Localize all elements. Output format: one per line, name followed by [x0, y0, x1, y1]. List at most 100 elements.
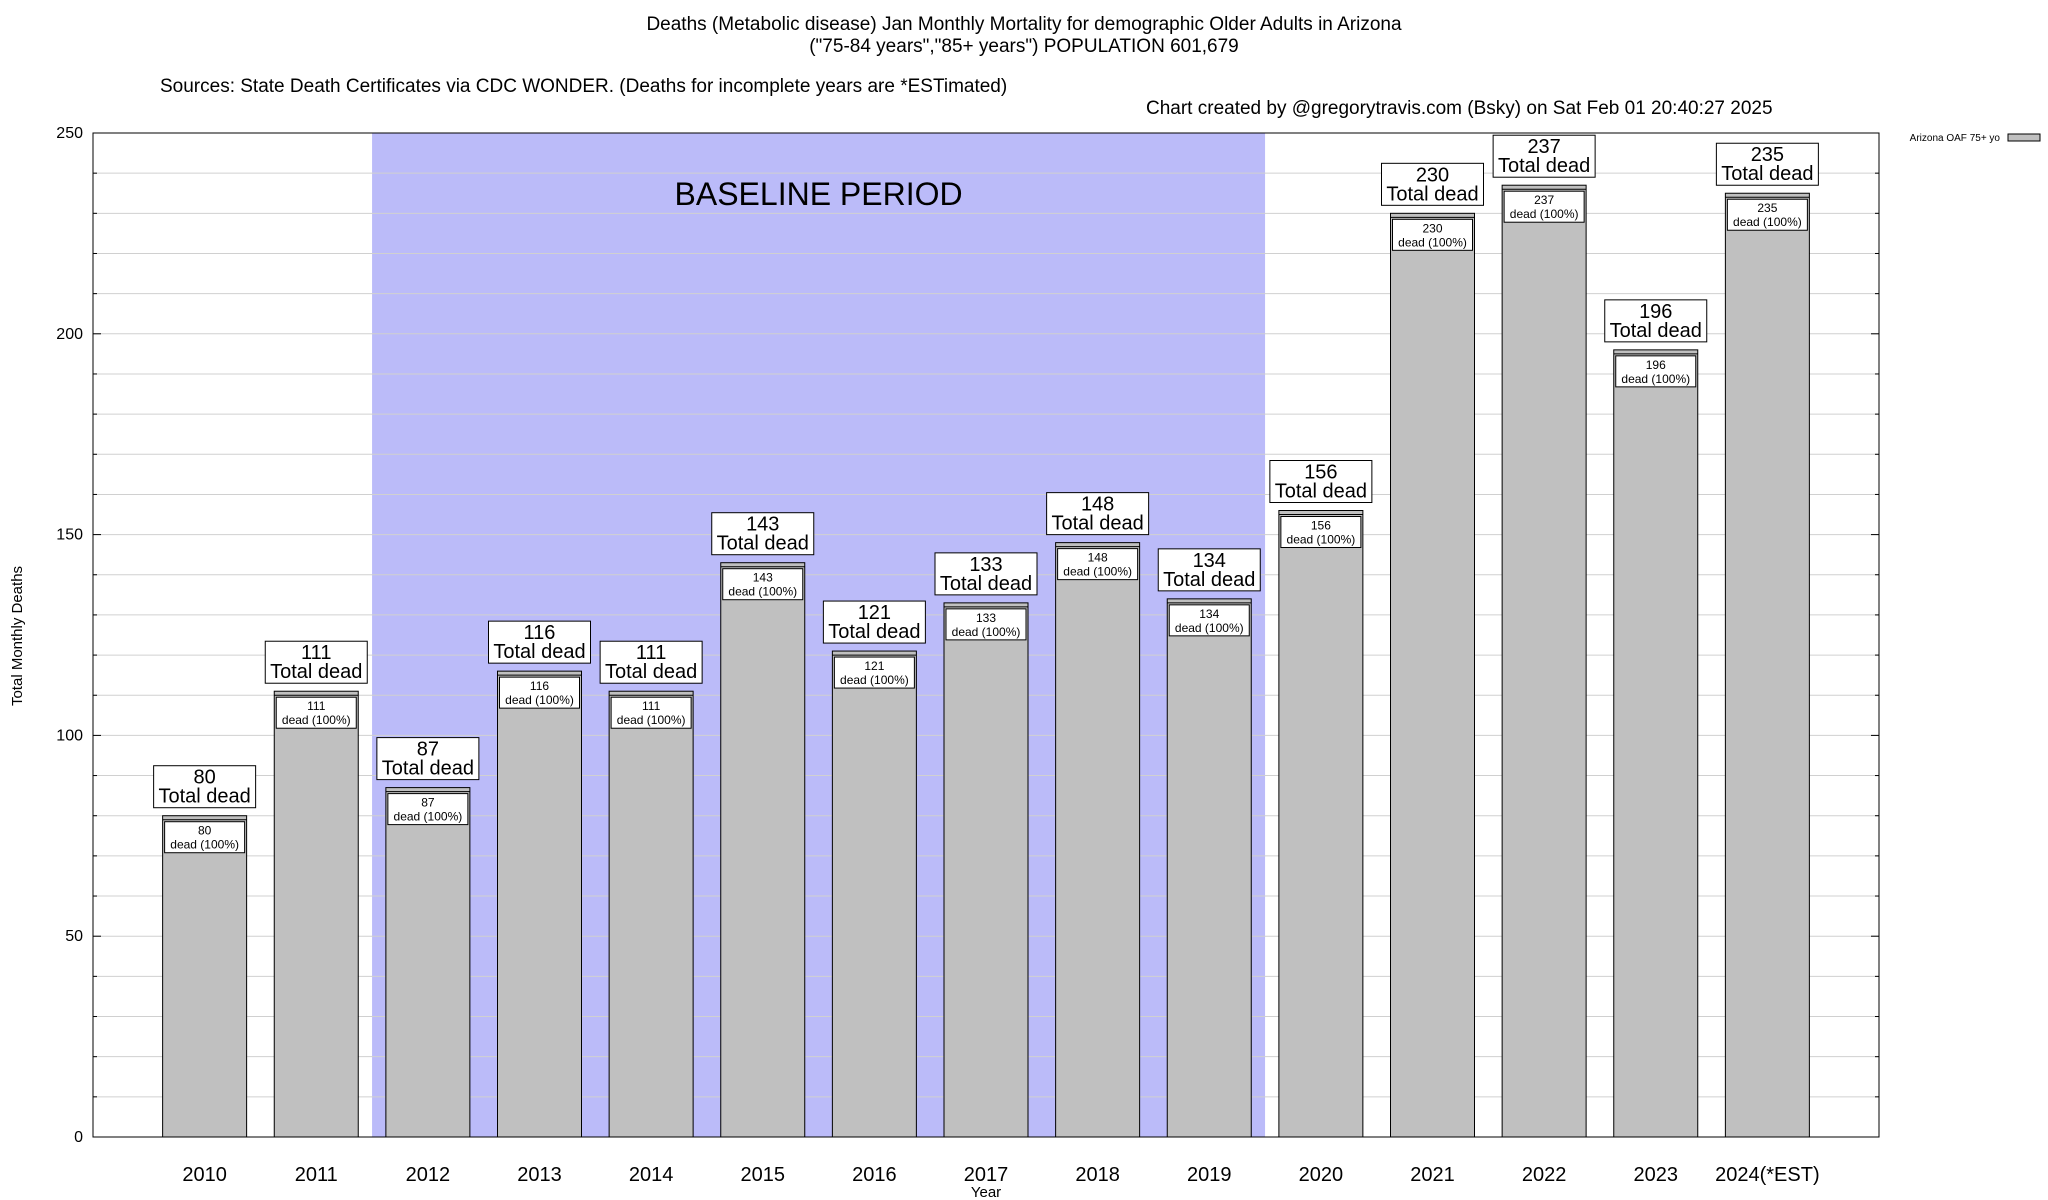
outer-label-box — [711, 512, 815, 556]
legend: Arizona OAF 75+ yo — [1910, 133, 2041, 144]
inner-label-text: dead (100%) — [1398, 235, 1467, 249]
inner-label-value: 237 — [1534, 193, 1554, 207]
inner-label-text: dead (100%) — [1063, 565, 1132, 579]
bar — [1501, 184, 1587, 1138]
x-tick-label: 2016 — [852, 1164, 897, 1186]
x-axis-label: Year — [971, 1184, 1001, 1200]
inner-label-box — [833, 656, 915, 689]
inner-label-text: dead (100%) — [728, 585, 797, 599]
inner-label-text: dead (100%) — [282, 713, 351, 727]
outer-label-box — [376, 737, 480, 781]
bar — [1278, 510, 1364, 1138]
bar — [831, 650, 917, 1138]
inner-label-box — [387, 793, 469, 826]
outer-label-value: 111 — [636, 642, 666, 664]
inner-label-text: dead (100%) — [1287, 533, 1356, 547]
inner-label-value: 116 — [530, 679, 549, 693]
y-tick-label: 100 — [56, 727, 83, 744]
bar — [162, 815, 248, 1138]
outer-label-box — [1604, 299, 1708, 343]
outer-label-box — [153, 765, 257, 809]
chart-title: Deaths (Metabolic disease) Jan Monthly M… — [646, 14, 1402, 35]
outer-label-value: 196 — [1639, 301, 1672, 323]
x-tick-label: 2014 — [629, 1164, 674, 1186]
inner-label-value: 148 — [1088, 551, 1108, 565]
sources-line: Sources: State Death Certificates via CD… — [0, 54, 2048, 120]
inner-label-value: 133 — [976, 611, 996, 625]
x-tick-label: 2018 — [1075, 1164, 1120, 1186]
outer-label-box — [264, 640, 368, 684]
outer-label-text: Total dead — [717, 533, 809, 555]
outer-label-box — [1046, 492, 1150, 536]
outer-label-value: 235 — [1751, 144, 1784, 166]
outer-label-box — [1381, 162, 1484, 206]
inner-label-box — [499, 676, 580, 709]
outer-label-text: Total dead — [158, 786, 250, 808]
x-tick-label: 2010 — [182, 1164, 227, 1186]
outer-label-box — [822, 600, 926, 644]
inner-label-value: 111 — [307, 699, 326, 713]
outer-label-box — [599, 640, 703, 684]
x-tick-label: 2021 — [1410, 1164, 1455, 1186]
inner-label-text: dead (100%) — [394, 810, 463, 824]
y-tick-label: 200 — [56, 326, 83, 343]
inner-label-value: 121 — [864, 659, 884, 673]
inner-label-value: 143 — [753, 571, 773, 585]
bar — [497, 670, 582, 1138]
bar — [1613, 349, 1699, 1138]
inner-label-value: 196 — [1646, 358, 1666, 372]
baseline-period-label: BASELINE PERIOD — [675, 176, 963, 212]
inner-label-text: dead (100%) — [617, 713, 686, 727]
inner-label-box — [945, 608, 1027, 641]
y-tick-label: 150 — [56, 527, 83, 544]
inner-label-text: dead (100%) — [1621, 372, 1690, 386]
inner-label-text: dead (100%) — [505, 693, 574, 707]
x-tick-label: 2015 — [741, 1164, 786, 1186]
inner-label-box — [610, 696, 692, 729]
x-tick-label: 2019 — [1187, 1164, 1232, 1186]
bar — [1724, 192, 1810, 1138]
outer-label-text: Total dead — [1498, 155, 1590, 177]
outer-label-value: 143 — [746, 514, 779, 536]
x-tick-label: 2017 — [964, 1164, 1009, 1186]
bar — [1055, 542, 1141, 1138]
outer-label-text: Total dead — [1051, 513, 1143, 535]
inner-label-value: 230 — [1422, 221, 1442, 235]
outer-label-text: Total dead — [1275, 481, 1367, 503]
outer-label-value: 80 — [194, 767, 216, 789]
outer-label-value: 116 — [524, 622, 556, 644]
bar — [720, 562, 806, 1138]
outer-label-box — [1269, 460, 1373, 504]
bar — [1390, 212, 1475, 1138]
outer-label-text: Total dead — [605, 661, 697, 683]
y-tick-label: 250 — [56, 125, 83, 142]
outer-label-text: Total dead — [382, 758, 474, 780]
inner-label-box — [1392, 218, 1473, 251]
outer-label-value: 230 — [1416, 164, 1449, 186]
sources-text: Sources: State Death Certificates via CD… — [160, 76, 1008, 97]
outer-label-value: 111 — [301, 642, 331, 664]
inner-label-text: dead (100%) — [840, 673, 909, 687]
inner-label-box — [1280, 516, 1362, 549]
y-tick-label: 50 — [65, 928, 83, 945]
outer-label-box — [1157, 548, 1261, 592]
credit-text: Chart created by @gregorytravis.com (Bsk… — [1146, 98, 1773, 119]
inner-label-box — [164, 821, 246, 854]
outer-label-value: 148 — [1081, 494, 1114, 516]
outer-label-value: 133 — [969, 554, 1002, 576]
inner-label-value: 87 — [421, 796, 435, 810]
x-tick-label: 2013 — [517, 1164, 562, 1186]
outer-label-box — [934, 552, 1038, 596]
inner-label-box — [1168, 604, 1250, 637]
outer-label-text: Total dead — [1721, 163, 1813, 185]
x-tick-label: 2011 — [295, 1164, 338, 1186]
inner-label-box — [1057, 548, 1139, 581]
outer-label-value: 237 — [1527, 136, 1560, 158]
legend-swatch — [2007, 133, 2041, 142]
inner-label-text: dead (100%) — [1733, 215, 1802, 229]
inner-label-value: 235 — [1757, 201, 1777, 215]
x-tick-label: 2012 — [406, 1164, 451, 1186]
outer-label-box — [1715, 142, 1819, 186]
inner-label-value: 156 — [1311, 519, 1331, 533]
